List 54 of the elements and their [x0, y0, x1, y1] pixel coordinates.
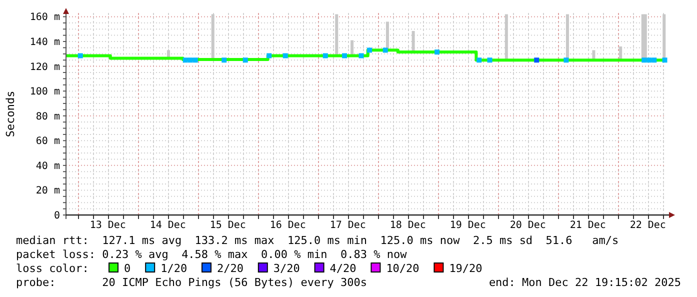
y-tick-label: 60 m [36, 136, 60, 148]
x-tick-label: 16 Dec [270, 220, 306, 231]
legend-label: 1/20 [160, 262, 188, 275]
point [358, 53, 364, 58]
y-axis-title: Seconds [4, 90, 17, 138]
y-tick-label: 40 m [36, 160, 60, 172]
point [382, 48, 388, 53]
point [222, 58, 227, 63]
text: probe: 20 ICMP Echo Pings (56 Bytes) every 300s [16, 276, 367, 289]
point [646, 58, 652, 63]
y-tick-label: 140 m [30, 37, 60, 48]
legend-label: 0 [124, 262, 131, 275]
text: median rtt: 127.1 ms avg 133.2 ms max 125.0 ms min 125.0 ms now 2.5 ms sd 51.6 am/s [16, 234, 619, 247]
legend-label: 2/20 [217, 262, 244, 275]
x-tick-label: 13 Dec [90, 220, 126, 231]
point [266, 53, 272, 58]
y-tick-label: 80 m [36, 111, 60, 122]
x-tick-label: 14 Dec [150, 220, 186, 231]
x-tick-label: 17 Dec [330, 220, 366, 231]
y-tick-label: 160 m [30, 12, 60, 24]
point [487, 58, 492, 63]
y-tick-label: 100 m [30, 86, 60, 98]
x-tick-label: 21 Dec [570, 220, 606, 231]
x-tick-label: 18 Dec [390, 220, 426, 231]
point [282, 53, 288, 58]
point [434, 50, 440, 55]
text: end: Mon Dec 22 19:15:02 2025 [488, 276, 681, 289]
point [188, 58, 193, 63]
point [78, 53, 83, 58]
point [564, 58, 569, 63]
point [322, 53, 328, 58]
legend-label: 10/20 [386, 262, 420, 275]
legend-title: loss color: [16, 262, 89, 275]
point [192, 58, 198, 63]
legend-label: 19/20 [449, 262, 482, 275]
legend-label: 4/20 [330, 262, 356, 275]
legend-label: 3/20 [273, 262, 300, 275]
y-tick-label: 120 m [30, 62, 60, 73]
point [642, 58, 647, 63]
point [662, 58, 668, 63]
point [652, 58, 657, 63]
x-tick-label: 22 Dec [630, 220, 666, 231]
x-tick-label: 15 Dec [210, 220, 246, 231]
y-tick-label: 20 m [36, 186, 60, 197]
point [367, 48, 372, 53]
x-tick-label: 20 Dec [510, 220, 546, 231]
point [342, 53, 348, 58]
point [534, 58, 540, 63]
point [476, 58, 482, 63]
y-tick-label: 0 [54, 210, 60, 222]
text: packet loss: 0.23 % avg 4.58 % max 0.00 % min 0.83 % now [16, 248, 408, 261]
x-tick-label: 19 Dec [450, 220, 486, 231]
point [242, 58, 248, 63]
point [182, 58, 188, 63]
